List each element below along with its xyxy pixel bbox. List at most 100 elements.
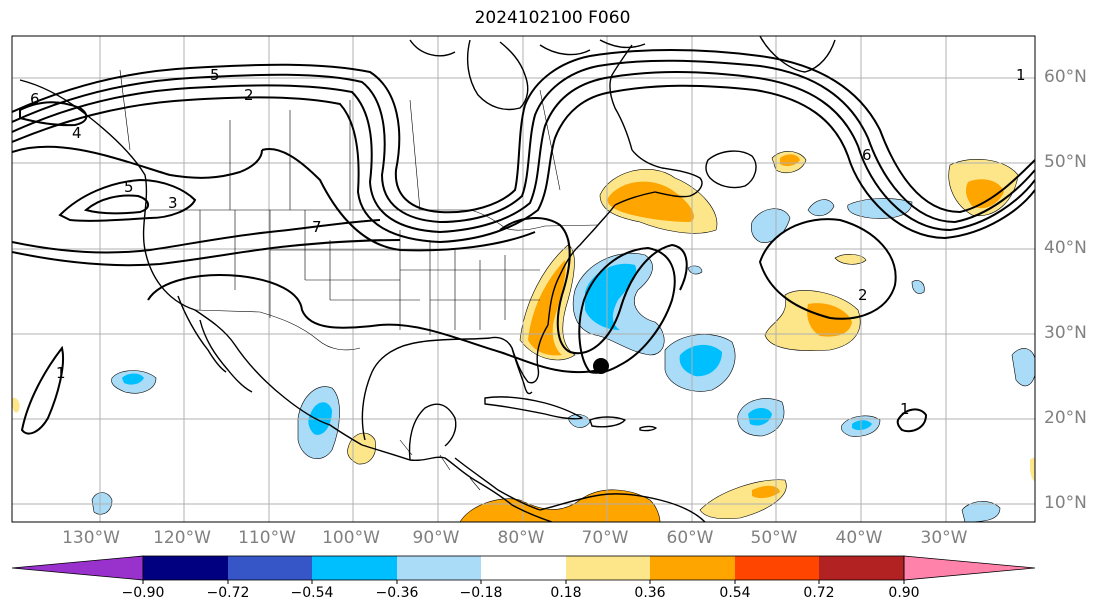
colorbar-segment	[312, 556, 397, 580]
longitude-label: 110°W	[238, 528, 296, 548]
graticule-grid	[12, 36, 1035, 522]
coastline-arctic-islands	[409, 39, 646, 57]
contour-labels: 5 6 4 3 2 7 6 1 1 2 1 5	[30, 66, 1026, 418]
colorbar-tick-label: −0.36	[375, 585, 419, 601]
contour-line-trough	[499, 217, 688, 355]
shaded-anomaly-fields	[12, 151, 1035, 522]
coastline-gulf-of-california	[199, 319, 253, 393]
coastlines	[19, 36, 836, 522]
contour-line-east-small	[896, 408, 928, 433]
contour-label: 2	[858, 286, 868, 304]
contour-line-i	[83, 194, 149, 215]
positive-anomaly-east-atlantic-core	[965, 179, 1004, 209]
longitude-label: 80°W	[497, 528, 545, 548]
colorbar-segment	[143, 556, 228, 580]
coastline-mexico-gulf	[361, 444, 553, 522]
positive-anomaly-northeast-core	[607, 181, 694, 222]
colorbar-tick-label: −0.54	[290, 585, 334, 601]
positive-anomaly-west-edge	[12, 397, 20, 413]
contour-label: 1	[900, 400, 910, 418]
map-title: 2024102100 F060	[474, 8, 631, 28]
negative-anomaly-far-east-edge	[1011, 348, 1035, 387]
coastline-atlantic-us	[547, 204, 616, 326]
coastline-south-america	[539, 493, 706, 522]
political-boundaries	[119, 69, 599, 491]
latitude-label: 60°N	[1044, 67, 1087, 87]
colorbar-segment	[397, 556, 481, 580]
contour-label: 1	[56, 364, 66, 382]
colorbar-tick-label: 0.54	[719, 585, 751, 601]
province-lines	[229, 89, 561, 211]
coastline-greenland	[759, 36, 836, 73]
longitude-label: 70°W	[581, 528, 629, 548]
positive-anomaly-caribbean-south-core	[752, 485, 780, 499]
negative-anomaly-southeast-core	[679, 344, 722, 377]
coastline-hudson-bay	[466, 39, 529, 111]
negative-anomaly-pacific-south	[91, 492, 113, 515]
positive-anomaly-caribbean-south	[699, 479, 787, 520]
contour-lines	[12, 49, 1035, 435]
negative-anomaly-small-3	[911, 280, 925, 294]
contour-label: 6	[862, 146, 872, 164]
contour-line-f	[12, 219, 381, 254]
colorbar-tick-label: 0.18	[550, 585, 582, 601]
central-america-borders	[399, 439, 481, 491]
contour-line-storm-track	[147, 274, 601, 374]
coastline-maritimes	[614, 149, 703, 206]
contour-line-e	[12, 145, 536, 252]
contour-label: 5	[210, 66, 220, 84]
colorbar	[11, 555, 1036, 584]
longitude-label: 40°W	[835, 528, 883, 548]
longitude-label: 90°W	[412, 528, 460, 548]
negative-anomaly-small-2	[687, 265, 703, 275]
contour-line-j	[19, 101, 88, 127]
colorbar-outline	[142, 555, 905, 581]
positive-anomaly-central-atlantic-core	[807, 303, 852, 337]
contour-line-c	[12, 71, 1035, 234]
contour-line-atlantic-high	[758, 218, 897, 320]
positive-anomaly-bermuda-small	[834, 254, 867, 265]
colorbar-tick-label: −0.72	[206, 585, 250, 601]
colorbar-segment	[228, 556, 312, 580]
state-lines-west	[199, 210, 420, 318]
contour-label: 3	[168, 194, 178, 212]
colorbar-low-extension	[11, 555, 144, 581]
contour-line-cutoff-low	[578, 246, 676, 374]
colorbar-segment	[481, 556, 566, 580]
contour-line-d	[12, 84, 1035, 244]
negative-anomaly-north-atlantic	[750, 208, 791, 243]
contour-line-g	[12, 239, 401, 267]
negative-anomaly-pacific-core	[122, 373, 144, 385]
coastline-baja	[177, 295, 227, 373]
contour-line-h	[58, 178, 197, 222]
state-lines-central	[399, 230, 540, 335]
latitude-label: 50°N	[1044, 152, 1087, 172]
coastline-yucatan	[408, 403, 457, 461]
storm-center-marker	[593, 358, 609, 374]
coastline-labrador	[609, 44, 633, 151]
negative-anomaly-mid-atlantic-core	[748, 408, 772, 426]
colorbar-high-extension	[903, 555, 1036, 581]
colorbar-tick-label: 0.90	[888, 585, 920, 601]
colorbar-segment	[566, 556, 650, 580]
longitude-label: 130°W	[62, 528, 120, 548]
coastline-central-america	[454, 457, 541, 511]
latitude-label: 30°N	[1044, 323, 1087, 343]
colorbar-segment	[735, 556, 819, 580]
contour-label: 7	[312, 218, 322, 236]
colorbar-tick-label: 0.36	[634, 585, 666, 601]
longitude-label: 100°W	[322, 528, 380, 548]
contour-label: 1	[1016, 66, 1026, 84]
contour-label: 5	[124, 178, 134, 196]
coastline-hispaniola	[589, 416, 626, 428]
colorbar-segment	[819, 556, 904, 580]
latitude-label: 20°N	[1044, 408, 1087, 428]
border-alaska	[119, 69, 131, 151]
contour-line-a	[12, 49, 1035, 214]
latitude-label: 40°N	[1044, 238, 1087, 258]
coastline-north-america-west	[19, 79, 363, 446]
coastline-puerto-rico	[639, 425, 657, 432]
latitude-label: 10°N	[1044, 493, 1087, 513]
contour-line-b	[12, 59, 1035, 224]
contour-label: 6	[30, 90, 40, 108]
